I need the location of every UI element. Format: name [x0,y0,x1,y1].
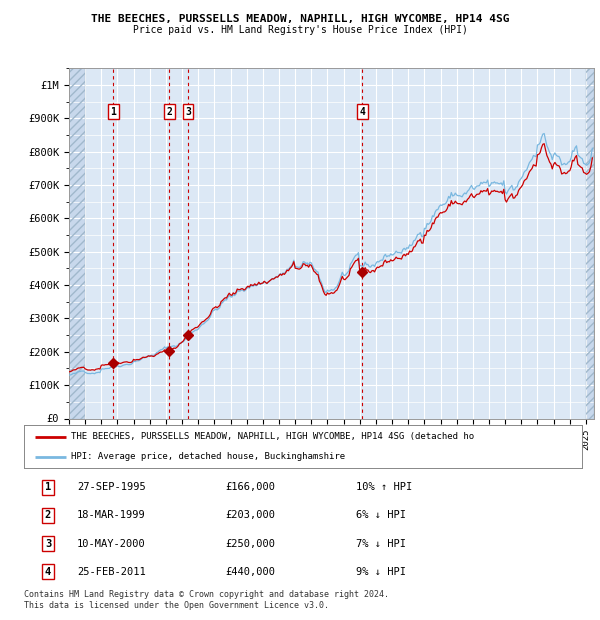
Bar [586,68,594,418]
Text: £250,000: £250,000 [225,539,275,549]
Text: THE BEECHES, PURSSELLS MEADOW, NAPHILL, HIGH WYCOMBE, HP14 4SG: THE BEECHES, PURSSELLS MEADOW, NAPHILL, … [91,14,509,24]
Text: 25-FEB-2011: 25-FEB-2011 [77,567,146,577]
Text: HPI: Average price, detached house, Buckinghamshire: HPI: Average price, detached house, Buck… [71,453,346,461]
Text: 9% ↓ HPI: 9% ↓ HPI [356,567,406,577]
Text: 18-MAR-1999: 18-MAR-1999 [77,510,146,520]
Text: Price paid vs. HM Land Registry's House Price Index (HPI): Price paid vs. HM Land Registry's House … [133,25,467,35]
Text: 6% ↓ HPI: 6% ↓ HPI [356,510,406,520]
Text: £166,000: £166,000 [225,482,275,492]
Text: 27-SEP-1995: 27-SEP-1995 [77,482,146,492]
Text: 3: 3 [185,107,191,117]
Text: 3: 3 [45,539,51,549]
Text: £440,000: £440,000 [225,567,275,577]
Text: 2: 2 [45,510,51,520]
Text: £203,000: £203,000 [225,510,275,520]
Text: 1: 1 [110,107,116,117]
Text: 4: 4 [359,107,365,117]
Text: 1: 1 [45,482,51,492]
Text: THE BEECHES, PURSSELLS MEADOW, NAPHILL, HIGH WYCOMBE, HP14 4SG (detached ho: THE BEECHES, PURSSELLS MEADOW, NAPHILL, … [71,432,475,441]
Bar [586,68,594,418]
Text: Contains HM Land Registry data © Crown copyright and database right 2024.
This d: Contains HM Land Registry data © Crown c… [24,590,389,609]
Text: 10-MAY-2000: 10-MAY-2000 [77,539,146,549]
Text: 7% ↓ HPI: 7% ↓ HPI [356,539,406,549]
Text: 4: 4 [45,567,51,577]
Bar [69,68,85,418]
Text: 2: 2 [166,107,172,117]
Bar [69,68,85,418]
Text: 10% ↑ HPI: 10% ↑ HPI [356,482,412,492]
